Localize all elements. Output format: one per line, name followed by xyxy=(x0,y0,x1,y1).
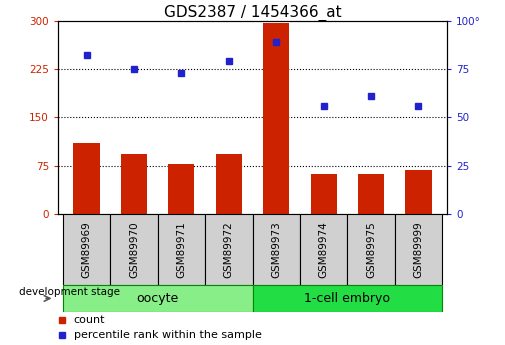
Text: GSM89971: GSM89971 xyxy=(176,221,186,278)
Text: percentile rank within the sample: percentile rank within the sample xyxy=(74,330,262,340)
Bar xyxy=(110,214,158,285)
Bar xyxy=(347,214,395,285)
Bar xyxy=(252,214,300,285)
Text: GSM89973: GSM89973 xyxy=(271,221,281,278)
Bar xyxy=(300,214,347,285)
Text: GSM89975: GSM89975 xyxy=(366,221,376,278)
Text: GSM89969: GSM89969 xyxy=(81,221,91,278)
Bar xyxy=(216,154,242,214)
Bar xyxy=(63,285,252,312)
Bar xyxy=(158,214,205,285)
Text: oocyte: oocyte xyxy=(136,292,179,305)
Text: GSM89974: GSM89974 xyxy=(319,221,329,278)
Text: 1-cell embryo: 1-cell embryo xyxy=(305,292,390,305)
Text: GSM89999: GSM89999 xyxy=(414,221,424,278)
Text: GSM89970: GSM89970 xyxy=(129,221,139,278)
Bar xyxy=(252,285,442,312)
Bar xyxy=(406,170,431,214)
Bar xyxy=(358,174,384,214)
Bar xyxy=(63,214,110,285)
Text: count: count xyxy=(74,315,105,325)
Bar xyxy=(168,164,194,214)
Text: development stage: development stage xyxy=(19,287,120,297)
Bar xyxy=(121,154,147,214)
Bar xyxy=(311,174,337,214)
Text: GSM89972: GSM89972 xyxy=(224,221,234,278)
Bar xyxy=(263,23,289,214)
Title: GDS2387 / 1454366_at: GDS2387 / 1454366_at xyxy=(164,4,341,21)
Bar xyxy=(205,214,252,285)
Bar xyxy=(395,214,442,285)
Bar xyxy=(74,143,99,214)
